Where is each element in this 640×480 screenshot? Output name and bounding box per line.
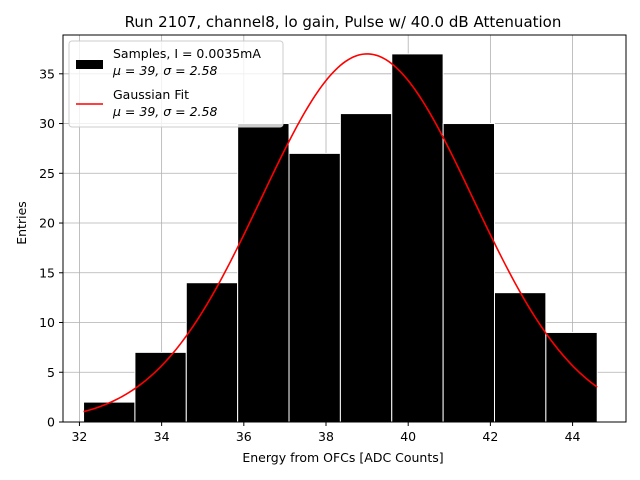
legend-fit-label: Gaussian Fit <box>113 87 189 102</box>
y-tick-label: 20 <box>39 216 55 231</box>
histogram-bar <box>493 292 547 423</box>
y-axis-label: Entries <box>14 201 29 245</box>
chart-title: Run 2107, channel8, lo gain, Pulse w/ 40… <box>125 13 562 31</box>
y-tick-label: 0 <box>47 415 55 430</box>
histogram-bar <box>339 113 393 423</box>
legend-samples-label: Samples, I = 0.0035mA <box>113 46 261 61</box>
histogram-bar <box>237 123 290 423</box>
histogram-bar <box>134 351 187 423</box>
legend-fit-stats: μ = 39, σ = 2.58 <box>112 104 217 119</box>
legend-box <box>68 40 284 128</box>
x-axis-ticks: 32 34 36 38 40 42 44 <box>71 422 581 444</box>
x-tick-label: 40 <box>400 429 416 444</box>
histogram-bar <box>545 331 598 423</box>
legend: Samples, I = 0.0035mA μ = 39, σ = 2.58 G… <box>68 40 284 128</box>
x-tick-label: 36 <box>236 429 252 444</box>
y-tick-label: 10 <box>39 315 55 330</box>
legend-samples-stats: μ = 39, σ = 2.58 <box>112 63 217 78</box>
y-tick-label: 35 <box>39 66 55 81</box>
x-tick-label: 42 <box>482 429 498 444</box>
x-tick-label: 44 <box>565 429 581 444</box>
histogram-bar <box>288 152 341 423</box>
y-axis-ticks: 0 5 10 15 20 25 30 35 <box>39 66 63 430</box>
plot-frame <box>62 34 627 423</box>
x-tick-label: 38 <box>318 429 334 444</box>
gaussian-fit-curve <box>83 53 598 413</box>
histogram-bars <box>83 53 598 423</box>
x-axis-label: Energy from OFCs [ADC Counts] <box>242 450 443 465</box>
y-tick-label: 5 <box>47 365 55 380</box>
x-tick-label: 32 <box>71 429 87 444</box>
x-tick-label: 34 <box>154 429 170 444</box>
histogram-bar <box>391 53 444 423</box>
histogram-bar <box>442 123 495 423</box>
y-tick-label: 15 <box>39 265 55 280</box>
histogram-bar <box>185 282 239 423</box>
y-tick-label: 25 <box>39 166 55 181</box>
legend-samples-swatch <box>76 60 103 69</box>
y-tick-label: 30 <box>39 116 55 131</box>
histogram-bar <box>83 401 136 423</box>
